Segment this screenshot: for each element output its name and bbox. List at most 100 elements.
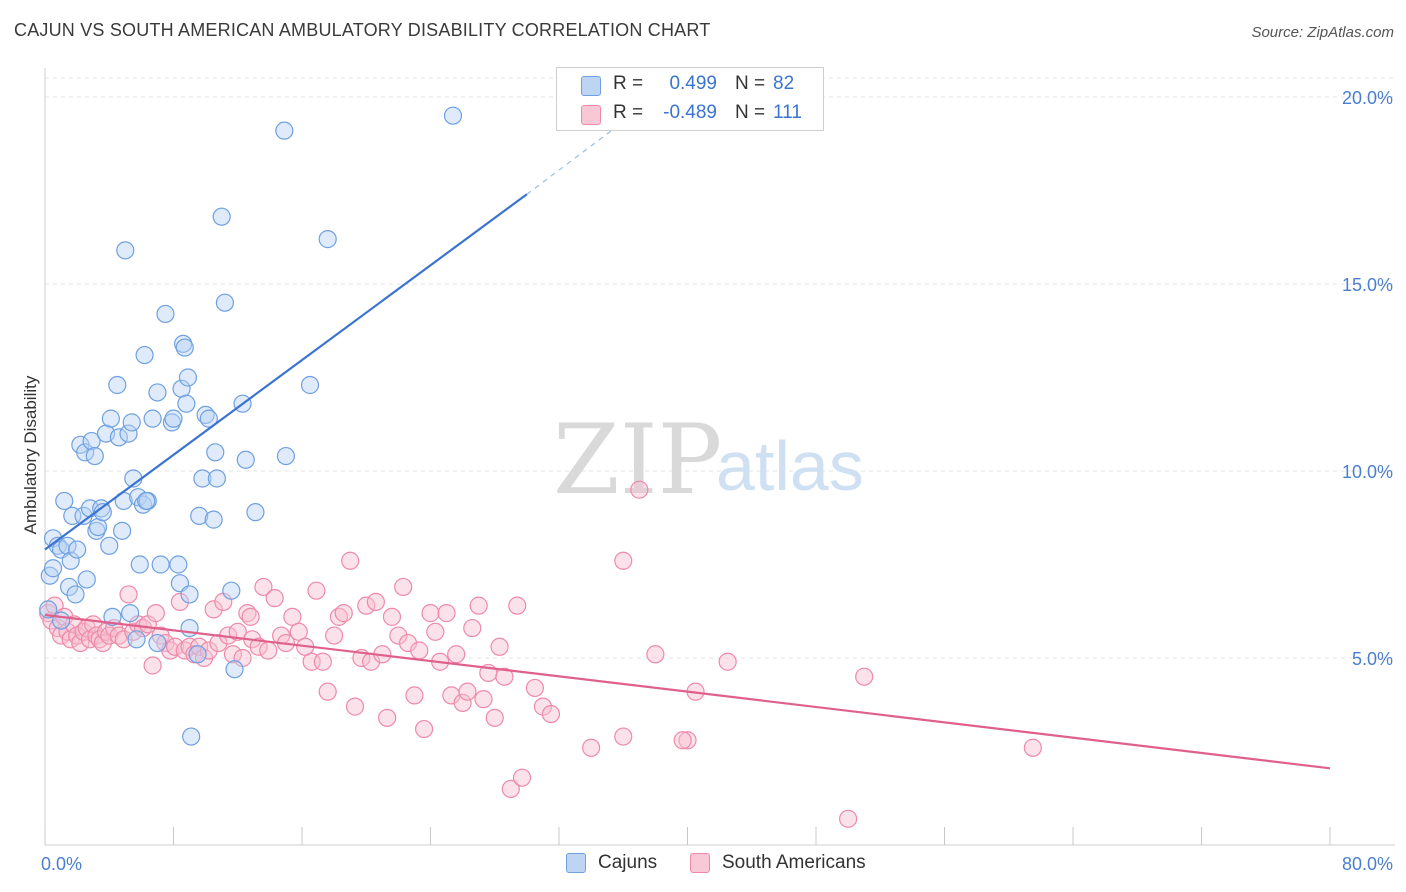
legend-r-label: R = (613, 102, 644, 123)
south-american-point (345, 697, 365, 716)
y-axis-label: Ambulatory Disability (21, 375, 40, 534)
cajun-point (127, 630, 146, 649)
cajun-point (188, 645, 207, 664)
cajun-point (109, 428, 128, 447)
cajun-point (225, 660, 244, 679)
south-american-point (254, 577, 273, 597)
south-american-point (630, 480, 649, 499)
cajun-point (101, 409, 120, 428)
south-american-point (1023, 738, 1042, 757)
south-american-point (490, 637, 509, 656)
cajun-point (148, 383, 167, 402)
watermark-atlas: atlas (716, 427, 864, 505)
south-american-point (241, 607, 260, 626)
cajun-point (68, 540, 87, 559)
south-american-point (318, 682, 337, 701)
south-american-point (366, 592, 385, 612)
south-american-point (541, 704, 561, 724)
south-american-point (421, 604, 440, 623)
south-american-point (405, 686, 424, 705)
x-tick-label: 80.0% (1342, 854, 1393, 874)
cajun-point (443, 106, 463, 125)
cajun-point (137, 491, 156, 511)
cajun-point (66, 585, 85, 604)
legend-swatch-south-american (581, 105, 601, 125)
south-american-point (855, 667, 874, 686)
legend-row-south-american: R = -0.489 N = 111 (557, 99, 823, 129)
south-american-point (228, 622, 247, 641)
south-american-point (469, 596, 488, 615)
south-american-point (512, 768, 532, 787)
south-american-point (582, 738, 601, 757)
cajun-point (148, 633, 167, 653)
south-american-point (307, 581, 326, 600)
axes (44, 68, 1395, 846)
south-american-point (673, 731, 692, 750)
south-american-point (289, 622, 308, 641)
tick-labels: 5.0% 10.0% 15.0% 20.0% 0.0% 80.0% (41, 88, 1393, 874)
south-american-point (325, 626, 344, 645)
south-american-point (718, 652, 737, 671)
south-american-point (249, 637, 268, 656)
cajun-point (103, 607, 122, 626)
south-american-point (143, 656, 162, 675)
cajun-point (204, 510, 223, 529)
x-tick-label: 0.0% (41, 854, 82, 874)
cajun-point (300, 375, 320, 395)
cajun-point (85, 446, 104, 466)
cajun-point (182, 727, 201, 746)
y-tick-label: 5.0% (1352, 649, 1393, 669)
south-american-point (334, 604, 353, 623)
cajun-point (143, 409, 162, 428)
y-tick-label: 20.0% (1342, 88, 1393, 108)
cajun-point (177, 394, 196, 413)
south-american-point (378, 708, 397, 727)
cajun-point (77, 570, 96, 589)
south-american-point (394, 577, 413, 597)
correlation-legend: R = 0.499 N = 82 R = -0.489 N = 111 (556, 67, 824, 131)
cajun-point (175, 338, 194, 357)
south-american-point (646, 645, 665, 664)
south-american-point (614, 551, 633, 570)
trend-lines (44, 115, 1331, 770)
cajun-point (156, 304, 175, 324)
south-american-point (170, 592, 190, 612)
cajun-point (207, 469, 226, 488)
watermark-zip: ZIP (553, 404, 722, 516)
south-american-point (839, 809, 858, 828)
cajun-point (55, 491, 74, 511)
cajun-point (135, 345, 154, 365)
cajun-point (39, 600, 58, 619)
south-american-point (114, 630, 133, 649)
gridlines (45, 77, 1395, 659)
south-american-point (463, 618, 482, 638)
legend-swatch (566, 853, 586, 873)
cajun-point (193, 469, 212, 488)
south-american-point (485, 708, 504, 727)
south-american-point (426, 622, 445, 641)
cajun-point (76, 443, 95, 462)
cajun-point (246, 503, 265, 522)
south-american-point (283, 607, 302, 626)
cajun-trend-line (44, 193, 528, 551)
south-american-point (190, 637, 209, 656)
south-american-point (166, 637, 185, 656)
south-american-point (313, 652, 332, 671)
legend-swatch-cajun (581, 76, 601, 96)
cajun-point (121, 604, 140, 623)
legend-r-label: R = (613, 73, 644, 94)
south-american-point (614, 727, 633, 746)
cajun-point (100, 536, 119, 555)
cajun-point (108, 375, 127, 395)
cajun-point (58, 536, 77, 555)
cajun-point (236, 450, 255, 469)
south-american-trend-line (44, 613, 1331, 770)
cajun-point (61, 551, 80, 570)
cajun-point (112, 521, 132, 540)
cajun-point (116, 241, 135, 260)
cajun-point (151, 555, 170, 574)
south-american-point (259, 641, 278, 660)
cajun-point (119, 424, 138, 443)
south-american-point (453, 693, 472, 712)
